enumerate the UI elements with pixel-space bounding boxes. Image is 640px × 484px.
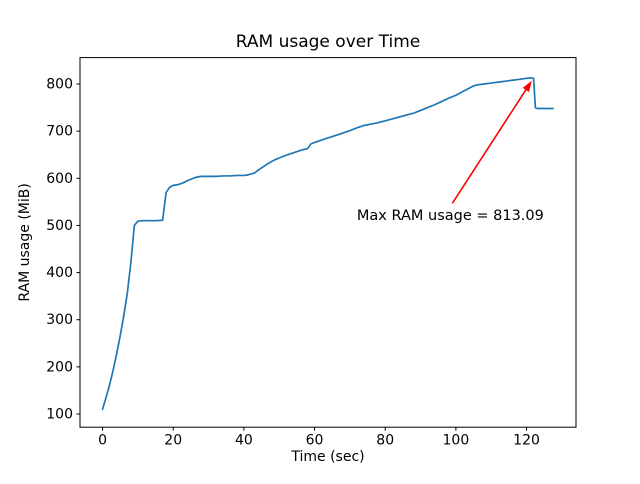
- x-tick-label: 80: [376, 433, 394, 449]
- x-tick-label: 60: [306, 433, 324, 449]
- x-tick-label: 0: [98, 433, 107, 449]
- y-axis-ticks: 100 200 300 400 500 600 700 800: [46, 77, 80, 423]
- y-tick-label: 200: [46, 359, 73, 375]
- y-tick-label: 100: [46, 407, 73, 423]
- x-axis-label: Time (sec): [290, 449, 364, 465]
- ram-usage-line: [101, 76, 554, 411]
- chart-title: RAM usage over Time: [236, 32, 420, 52]
- x-tick-label: 40: [235, 433, 253, 449]
- arrow-shaft-line: [451, 85, 529, 204]
- y-axis-label: RAM usage (MiB): [17, 183, 33, 301]
- arrow-head-icon: [522, 80, 532, 92]
- x-axis-ticks: 0 20 40 60 80 100 120: [98, 427, 540, 449]
- x-tick-label: 100: [443, 433, 470, 449]
- y-tick-label: 300: [46, 312, 73, 328]
- y-tick-label: 700: [46, 124, 73, 140]
- annotation-arrow: [451, 80, 532, 204]
- x-tick-label: 20: [164, 433, 182, 449]
- y-tick-label: 600: [46, 171, 73, 187]
- max-ram-annotation: Max RAM usage = 813.09: [357, 208, 544, 224]
- y-tick-label: 400: [46, 265, 73, 281]
- y-tick-label: 800: [46, 77, 73, 93]
- x-tick-label: 120: [513, 433, 540, 449]
- y-tick-label: 500: [46, 218, 73, 234]
- plot-area: [79, 57, 577, 428]
